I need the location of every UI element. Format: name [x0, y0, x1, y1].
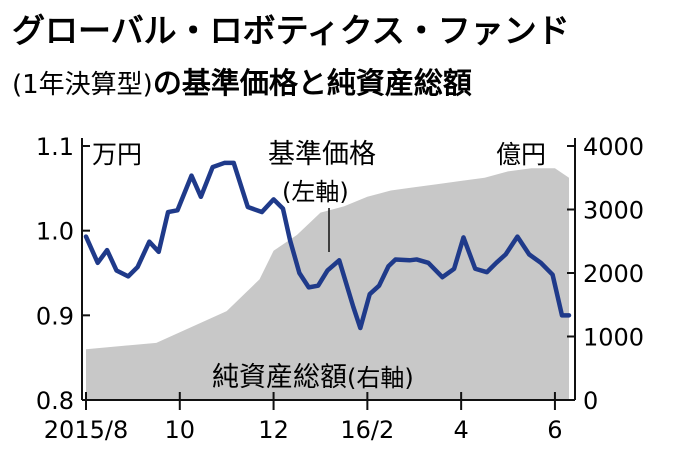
assets-series-label-main: 純資産総額 — [212, 362, 347, 393]
x-tick-label: 10 — [165, 416, 196, 444]
right-tick-label: 1000 — [583, 324, 644, 352]
assets-area — [86, 168, 569, 400]
right-tick-label: 0 — [583, 387, 598, 415]
nav-line — [83, 160, 572, 331]
assets-area-layer — [86, 168, 569, 400]
chart-subtitle-paren: (1年決算型) — [12, 70, 153, 100]
assets-series-label: 純資産総額(右軸) — [212, 362, 414, 393]
x-tick-label: 4 — [454, 416, 469, 444]
nav-axis-note: (左軸) — [282, 178, 349, 206]
left-tick-label: 1.0 — [36, 218, 74, 246]
left-tick-label: 0.8 — [36, 387, 74, 415]
x-tick-label: 16/2 — [340, 416, 394, 444]
nav-series-label: 基準価格 — [268, 139, 376, 170]
left-axis-ticks: 1.1 1.0 0.9 0.8 — [36, 133, 90, 415]
right-tick-label: 3000 — [583, 197, 644, 225]
left-axis-unit: 万円 — [92, 140, 142, 169]
right-tick-label: 4000 — [583, 133, 644, 161]
right-tick-label: 2000 — [583, 260, 644, 288]
chart-subtitle: (1年決算型)の基準価格と純資産総額 — [12, 66, 472, 100]
x-axis-ticks: 2015/8 10 12 16/2 4 6 — [44, 392, 563, 444]
x-tick-label: 6 — [547, 416, 562, 444]
nav-line-layer — [83, 160, 572, 331]
left-tick-label: 0.9 — [36, 302, 74, 330]
x-tick-label: 12 — [258, 416, 289, 444]
right-axis-unit: 億円 — [496, 140, 546, 169]
left-tick-label: 1.1 — [36, 133, 74, 161]
right-axis-ticks: 4000 3000 2000 1000 0 — [567, 133, 644, 415]
assets-axis-note: (右軸) — [347, 364, 414, 392]
chart-title: グローバル・ロボティクス・ファンド — [12, 11, 570, 50]
x-tick-label: 2015/8 — [44, 416, 128, 444]
chart-subtitle-main: の基準価格と純資産総額 — [153, 66, 472, 100]
